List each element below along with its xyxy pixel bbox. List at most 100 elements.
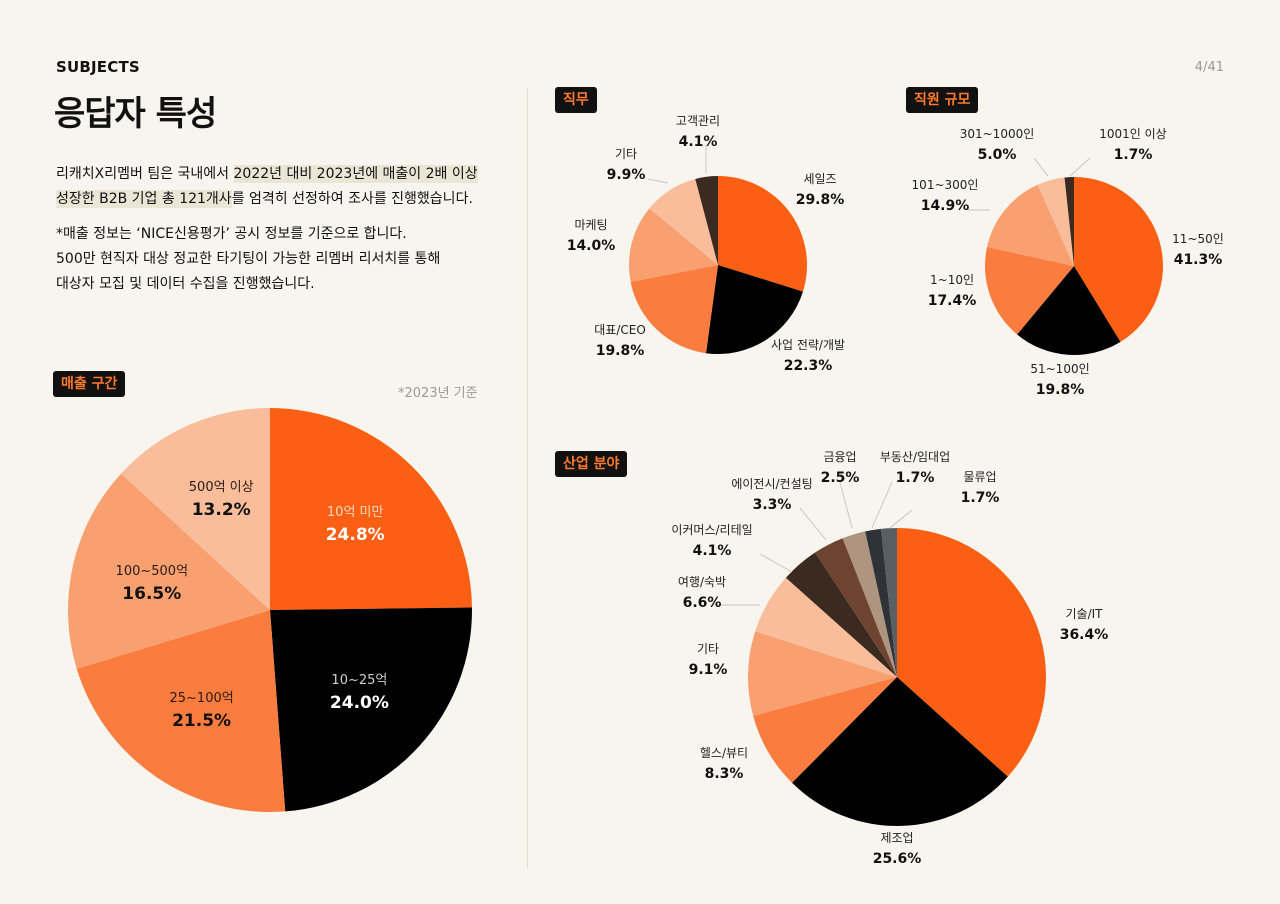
revenue-slice-3	[67, 473, 270, 669]
company-size-value-5: 1.7%	[1114, 147, 1153, 163]
job-slice-3	[629, 208, 718, 282]
company-size-slice-1	[1017, 266, 1121, 356]
job-label-5: 고객관리	[676, 114, 720, 128]
company-size-label-4: 301~1000인	[960, 127, 1035, 141]
intro-p1-highlight-1: 2022년 대비 2023년에 매출이 2배 이상	[233, 165, 478, 183]
job-label-1: 사업 전략/개발	[771, 338, 845, 352]
company-size-slice-4	[1037, 177, 1074, 266]
job-value-4: 9.9%	[607, 167, 646, 183]
job-slice-0	[718, 176, 807, 292]
page-title: 응답자 특성	[54, 94, 217, 134]
industry-slice-5	[785, 552, 897, 677]
industry-label-7: 금융업	[823, 450, 856, 464]
job-value-2: 19.8%	[596, 343, 645, 359]
intro-p1-pre: 리캐치X리멤버 팀은 국내에서	[56, 166, 234, 182]
company-size-label-1: 51~100인	[1030, 362, 1089, 376]
job-slice-5	[695, 176, 718, 265]
revenue-value-0: 24.8%	[326, 525, 385, 545]
intro-p2-line-3: 대상자 모집 및 데이터 수집을 진행했습니다.	[56, 276, 315, 292]
industry-slice-4	[755, 577, 897, 677]
industry-slice-6	[815, 538, 897, 677]
company-size-leader-5	[1069, 157, 1091, 177]
job-slice-1	[706, 265, 803, 355]
industry-leader-6	[799, 507, 827, 541]
industry-value-2: 8.3%	[705, 766, 744, 782]
intro-p2-line-1: *매출 정보는 ‘NICE신용평가’ 공시 정보를 기준으로 합니다.	[56, 226, 407, 242]
revenue-label-2: 25~100억	[169, 691, 233, 706]
revenue-chart-title: 매출 구간	[53, 371, 126, 397]
intro-p1-highlight-2: 성장한 B2B 기업 총 121개사	[56, 190, 232, 208]
industry-slice-8	[865, 528, 897, 677]
section-label: SUBJECTS	[56, 58, 140, 76]
intro-text: 리캐치X리멤버 팀은 국내에서 2022년 대비 2023년에 매출이 2배 이…	[56, 162, 516, 307]
industry-leader-8	[871, 481, 893, 529]
revenue-note: *2023년 기준	[398, 386, 478, 401]
company-size-slice-2	[984, 247, 1074, 335]
revenue-slice-0	[270, 408, 472, 610]
job-label-2: 대표/CEO	[594, 323, 646, 337]
job-value-1: 22.3%	[784, 358, 833, 374]
company-size-label-2: 1~10인	[930, 273, 974, 287]
industry-pie: 기술/IT 36.4% 제조업 25.6% 헬스/뷰티 8.3% 기타 9.1% 여행/숙박 6.…	[671, 450, 1108, 867]
industry-label-4: 여행/숙박	[678, 574, 726, 589]
industry-label-8: 부동산/임대업	[880, 450, 950, 464]
revenue-slice-2	[76, 610, 286, 813]
revenue-slice-4	[121, 408, 271, 610]
revenue-value-3: 16.5%	[122, 584, 181, 604]
job-value-5: 4.1%	[679, 134, 718, 150]
job-label-0: 세일즈	[803, 172, 836, 186]
revenue-label-4: 500억 이상	[189, 480, 254, 495]
revenue-value-1: 24.0%	[330, 693, 389, 713]
company-size-label-3: 101~300인	[912, 178, 979, 192]
industry-label-6: 에이전시/컨설팅	[731, 477, 812, 491]
industry-value-1: 25.6%	[873, 851, 922, 867]
industry-label-5: 이커머스/리테일	[671, 523, 752, 537]
column-divider	[527, 88, 528, 868]
job-label-3: 마케팅	[574, 218, 607, 232]
industry-value-8: 1.7%	[896, 470, 935, 486]
industry-label-3: 기타	[697, 642, 719, 656]
industry-label-2: 헬스/뷰티	[700, 746, 748, 760]
revenue-slice-1	[270, 607, 472, 812]
job-value-3: 14.0%	[567, 238, 616, 254]
industry-label-1: 제조업	[880, 831, 913, 845]
revenue-label-3: 100~500억	[116, 564, 188, 579]
company-size-label-5: 1001인 이상	[1099, 127, 1166, 141]
job-leader-4	[647, 178, 669, 184]
company-size-chart-title: 직원 규모	[906, 87, 979, 113]
industry-label-0: 기술/IT	[1066, 607, 1104, 621]
job-slice-4	[649, 178, 718, 265]
industry-value-5: 4.1%	[693, 543, 732, 559]
industry-slice-9	[881, 528, 897, 677]
company-size-leader-4	[1033, 157, 1049, 177]
company-size-slice-5	[1064, 177, 1074, 266]
company-size-label-0: 11~50인	[1172, 232, 1224, 246]
job-slice-2	[630, 265, 718, 354]
intro-p1-post: 를 엄격히 선정하여 조사를 진행했습니다.	[231, 191, 473, 207]
revenue-value-4: 13.2%	[192, 500, 251, 520]
job-value-0: 29.8%	[796, 192, 845, 208]
industry-slice-1	[792, 677, 1008, 826]
intro-paragraph-1: 리캐치X리멤버 팀은 국내에서 2022년 대비 2023년에 매출이 2배 이…	[56, 162, 516, 212]
industry-value-9: 1.7%	[961, 490, 1000, 506]
industry-value-6: 3.3%	[753, 497, 792, 513]
industry-value-3: 9.1%	[689, 662, 728, 678]
revenue-value-2: 21.5%	[172, 711, 231, 731]
company-size-pie: 11~50인 41.3% 51~100인 19.8% 1~10인 17.4% 101~300…	[912, 127, 1224, 398]
company-size-value-2: 17.4%	[928, 293, 977, 309]
job-chart-title: 직무	[555, 87, 597, 113]
revenue-label-0: 10억 미만	[327, 505, 384, 520]
industry-label-9: 물류업	[963, 470, 996, 484]
company-size-value-0: 41.3%	[1174, 252, 1223, 268]
industry-value-4: 6.6%	[683, 595, 722, 611]
industry-slice-3	[748, 631, 897, 716]
company-size-slice-3	[987, 184, 1074, 266]
company-size-value-3: 14.9%	[921, 198, 970, 214]
industry-slice-7	[842, 531, 897, 677]
job-pie: 세일즈 29.8% 사업 전략/개발 22.3% 대표/CEO 19.8% 마케팅 14.0%…	[567, 114, 845, 374]
intro-paragraph-2: *매출 정보는 ‘NICE신용평가’ 공시 정보를 기준으로 합니다. 500만…	[56, 222, 516, 297]
industry-slice-0	[897, 528, 1046, 777]
intro-p2-line-2: 500만 현직자 대상 정교한 타기팅이 가능한 리멤버 리서치를 통해	[56, 251, 441, 267]
page-number: 4/41	[1194, 60, 1224, 75]
